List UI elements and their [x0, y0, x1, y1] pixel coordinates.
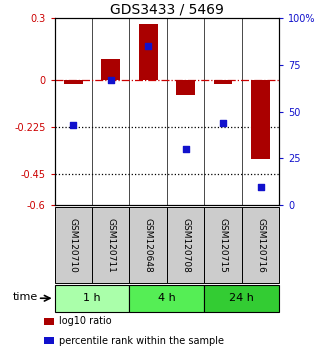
Text: 4 h: 4 h: [158, 293, 176, 303]
Bar: [204, 207, 242, 283]
Title: GDS3433 / 5469: GDS3433 / 5469: [110, 2, 224, 17]
Bar: [214, 80, 232, 84]
Text: time: time: [13, 292, 38, 302]
Bar: [64, 80, 83, 84]
Bar: [55, 285, 129, 312]
Bar: [204, 285, 279, 312]
Text: GSM120708: GSM120708: [181, 218, 190, 273]
Bar: [101, 59, 120, 80]
Text: GSM120715: GSM120715: [219, 218, 228, 273]
Text: GSM120710: GSM120710: [69, 218, 78, 273]
Bar: [139, 24, 158, 80]
Bar: [242, 207, 279, 283]
Text: GSM120716: GSM120716: [256, 218, 265, 273]
Text: GSM120648: GSM120648: [144, 218, 153, 273]
Point: [221, 120, 226, 126]
Bar: [129, 285, 204, 312]
Bar: [176, 80, 195, 95]
Bar: [251, 80, 270, 159]
Text: log10 ratio: log10 ratio: [59, 316, 112, 326]
Bar: [129, 207, 167, 283]
Bar: [44, 337, 54, 344]
Bar: [92, 207, 129, 283]
Text: GSM120711: GSM120711: [106, 218, 115, 273]
Text: percentile rank within the sample: percentile rank within the sample: [59, 336, 224, 346]
Point: [108, 77, 113, 82]
Text: 24 h: 24 h: [230, 293, 254, 303]
Point: [183, 146, 188, 152]
Point: [258, 184, 263, 189]
Bar: [44, 318, 54, 325]
Bar: [167, 207, 204, 283]
Point: [71, 122, 76, 127]
Point: [146, 43, 151, 48]
Text: 1 h: 1 h: [83, 293, 101, 303]
Bar: [55, 207, 92, 283]
